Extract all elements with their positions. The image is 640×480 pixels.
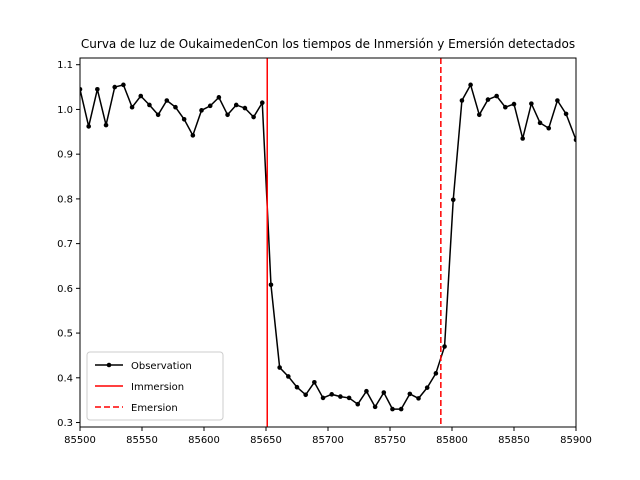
observation-point	[398, 406, 404, 412]
observation-point	[268, 282, 274, 288]
observation-point	[450, 197, 456, 203]
observation-point	[207, 103, 213, 109]
observation-point	[407, 391, 413, 397]
observation-point	[338, 394, 343, 399]
x-tick-label: 85900	[560, 435, 592, 446]
observation-point	[511, 101, 517, 107]
observation-point	[216, 95, 222, 100]
y-tick-label: 0.5	[57, 329, 73, 340]
observation-point	[277, 365, 282, 370]
observation-point	[155, 112, 161, 118]
plot-area	[80, 58, 576, 427]
observation-point	[329, 392, 335, 397]
x-tick-label: 85750	[374, 435, 406, 446]
y-tick-label: 0.3	[57, 418, 73, 429]
observation-point	[372, 404, 378, 410]
observation-line	[80, 82, 576, 410]
y-tick-label: 1.1	[57, 60, 73, 71]
legend-marker	[106, 362, 112, 368]
observation-point	[242, 105, 248, 111]
y-tick-label: 0.9	[57, 150, 73, 161]
x-tick-label: 85500	[64, 435, 96, 446]
observation-point	[520, 136, 525, 141]
observation-point	[494, 93, 499, 99]
observation-point	[355, 401, 361, 407]
observation-point	[294, 384, 300, 390]
observation-point	[424, 385, 430, 390]
x-tick-label: 85550	[126, 435, 158, 446]
legend-label: Observation	[131, 361, 192, 372]
observation-point	[251, 114, 256, 120]
observation-point	[503, 104, 508, 110]
observation-point	[129, 104, 135, 110]
y-tick-label: 1.0	[57, 105, 73, 116]
observation-point	[233, 102, 239, 108]
observation-point	[173, 104, 178, 110]
observation-point	[312, 379, 317, 385]
observation-point	[485, 97, 491, 102]
observation-point	[121, 82, 126, 88]
observation-point	[476, 112, 482, 118]
y-tick-label: 0.6	[57, 284, 73, 295]
observation-point	[303, 392, 308, 398]
observation-point	[164, 98, 170, 103]
observation-point	[529, 101, 534, 106]
legend: Observation Immersion Emersion	[86, 351, 224, 421]
legend-box	[86, 351, 224, 421]
observation-point	[459, 98, 465, 103]
observation-point	[147, 102, 152, 108]
x-tick-label: 85600	[188, 435, 220, 446]
observation-point	[442, 344, 447, 349]
observation-point	[80, 87, 83, 92]
observation-point	[537, 120, 543, 126]
observation-point	[320, 395, 326, 401]
y-tick-label: 0.8	[57, 194, 73, 205]
observation-point	[199, 108, 204, 113]
y-tick-label: 0.7	[57, 239, 73, 250]
axis-ticks: 85500 85550 85600 85650 85700 85750 85800 85850…	[57, 60, 592, 446]
observation-point	[181, 116, 187, 122]
observation-point	[546, 125, 552, 131]
observation-point	[563, 111, 569, 117]
observation-point	[112, 84, 118, 90]
observation-point	[433, 371, 439, 376]
x-tick-label: 85800	[436, 435, 468, 446]
y-tick-label: 0.4	[57, 373, 73, 384]
observation-point	[190, 133, 196, 138]
chart-title: Curva de luz de OukaimedenCon los tiempo…	[81, 37, 575, 51]
observation-point	[346, 395, 352, 401]
observation-point	[555, 98, 560, 103]
x-tick-label: 85850	[498, 435, 530, 446]
legend-label: Immersion	[131, 382, 184, 393]
x-tick-label: 85650	[250, 435, 282, 446]
observation-point	[138, 93, 144, 99]
legend-label: Emersion	[131, 403, 178, 414]
observation-point	[573, 137, 576, 143]
observation-point	[416, 396, 421, 401]
observation-point	[286, 374, 291, 379]
observation-point	[86, 124, 91, 129]
observation-point	[468, 82, 473, 88]
observation-point	[364, 388, 369, 394]
observation-point	[225, 112, 230, 118]
observation-point	[103, 122, 109, 128]
x-tick-label: 85700	[312, 435, 344, 446]
observation-point	[381, 390, 387, 395]
observation-point	[259, 100, 265, 106]
observation-point	[390, 406, 395, 412]
observation-point	[95, 87, 100, 92]
